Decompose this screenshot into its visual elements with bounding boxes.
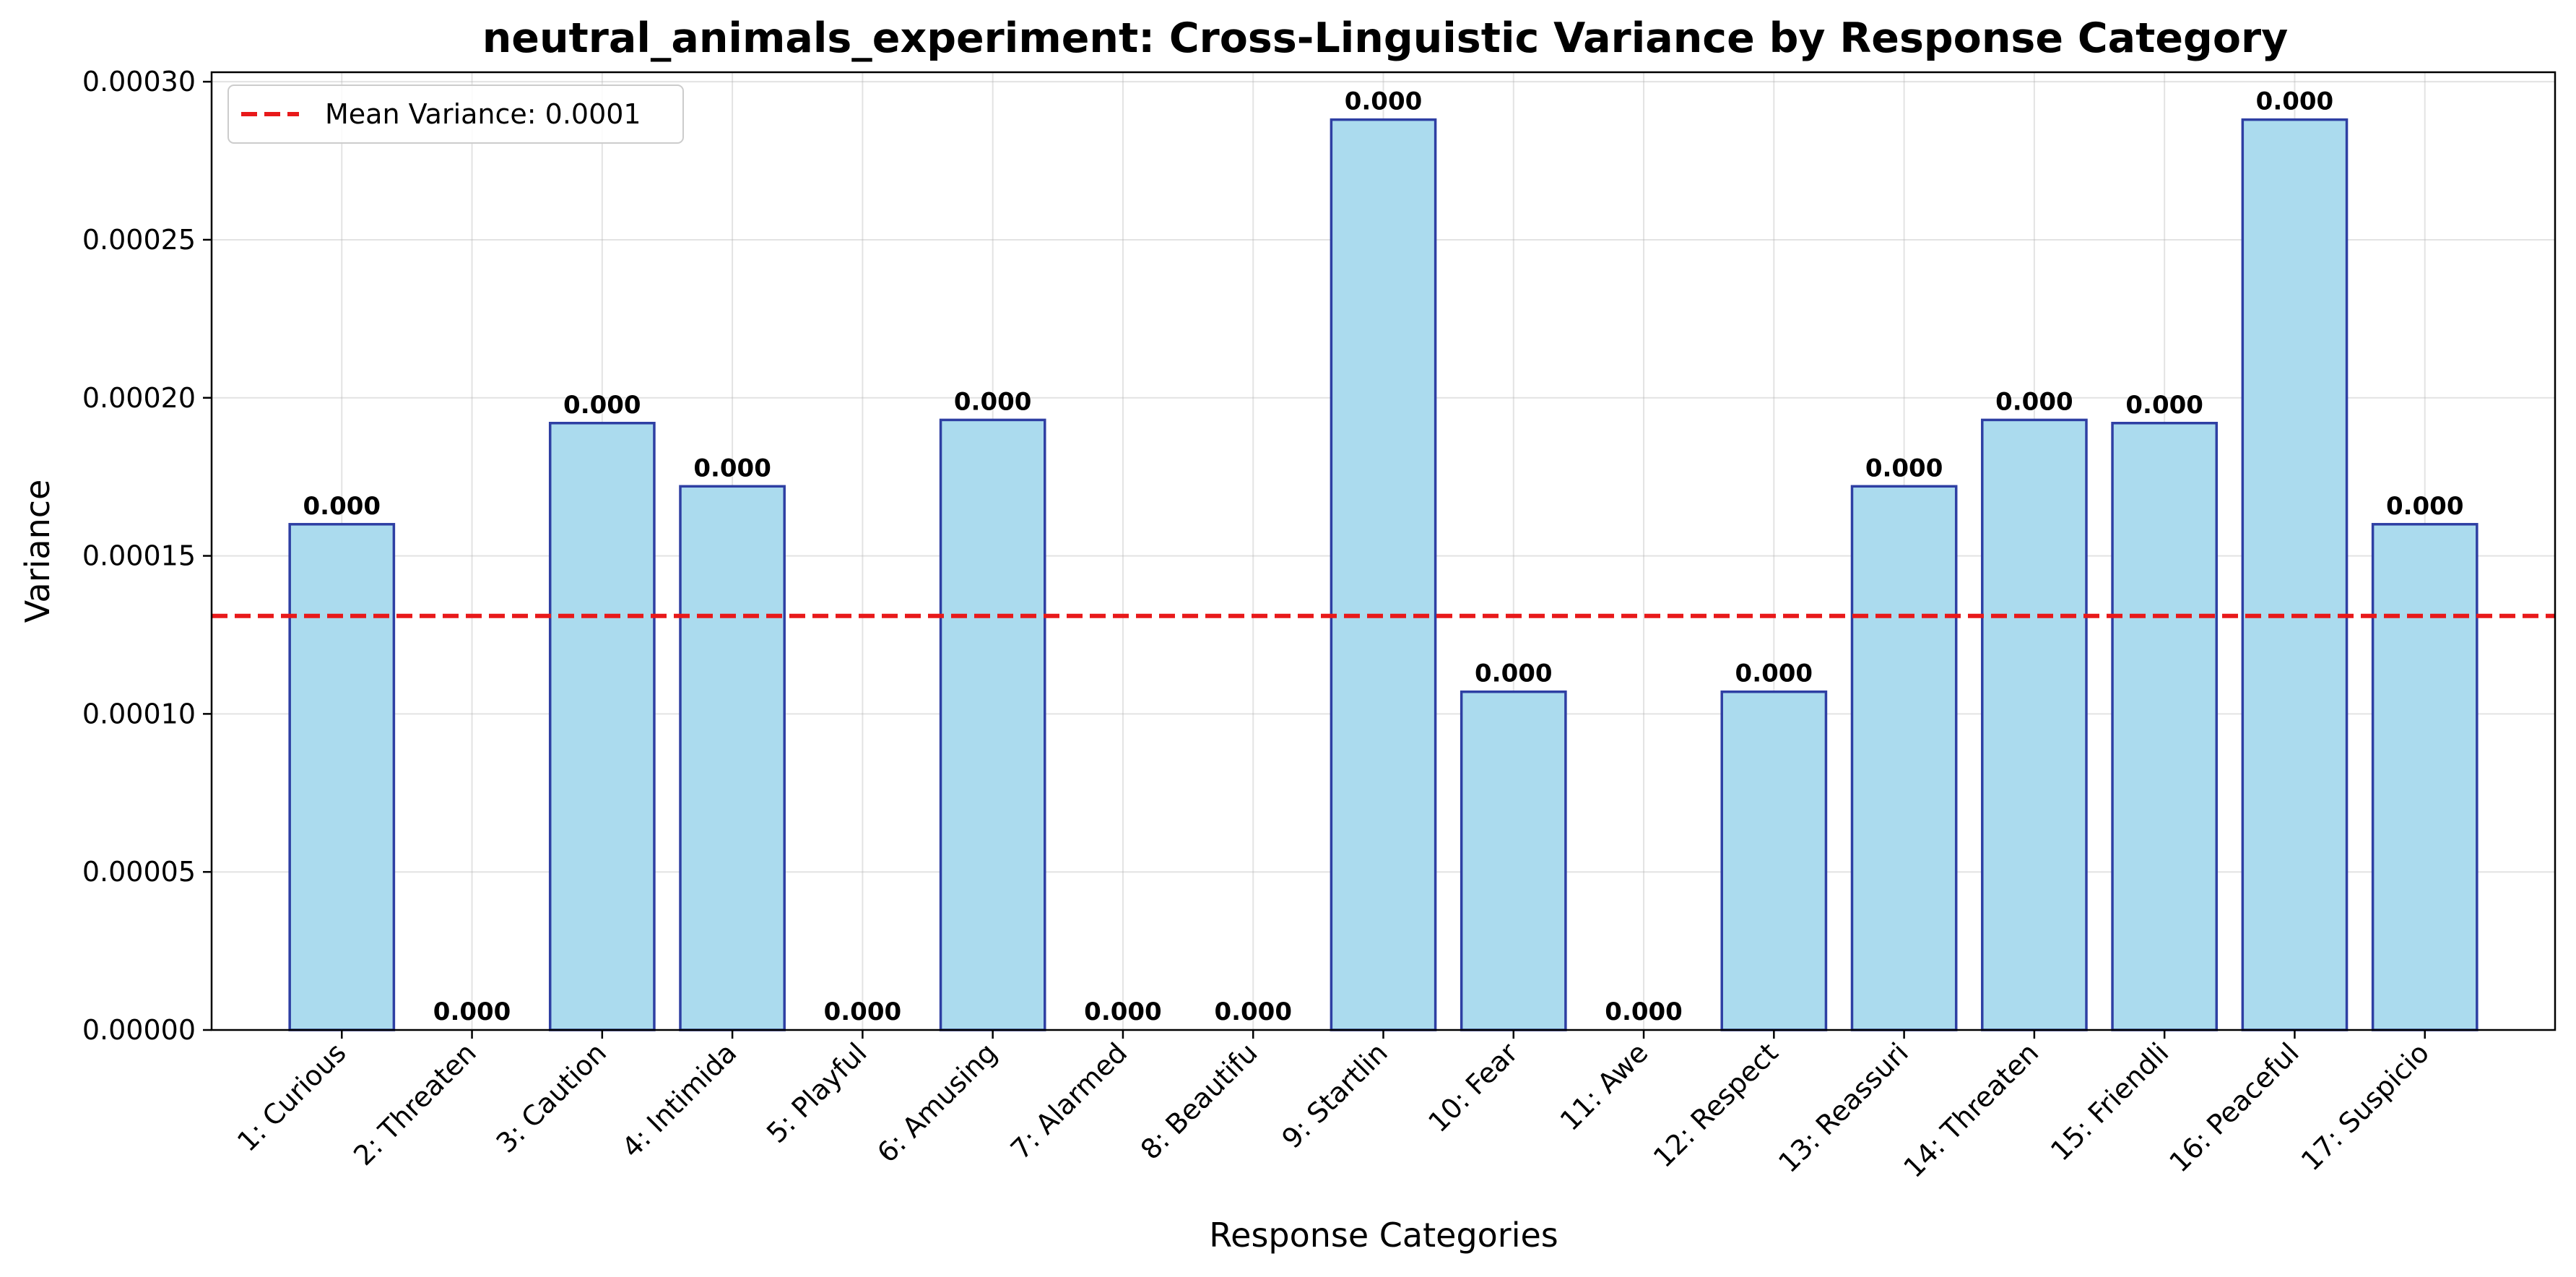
bar-value-label: 0.000: [1475, 659, 1553, 688]
bar: [2111, 422, 2219, 1031]
bar: [679, 485, 786, 1031]
bar-value-label: 0.000: [1345, 87, 1423, 116]
chart-title: neutral_animals_experiment: Cross-Lingui…: [482, 14, 2289, 62]
y-tick-label: 0.00005: [82, 856, 196, 888]
bar-value-label: 0.000: [954, 387, 1032, 416]
data-labels: 0.000 0.000 0.000 0.000 0.000 0.000 0.000 0.000…: [303, 87, 2464, 1026]
y-tick-label: 0.00010: [82, 698, 196, 730]
y-axis: 0.00000 0.00005 0.00010 0.00015 0.00020 0.000…: [82, 66, 212, 1046]
bar: [1330, 118, 1437, 1031]
bar: [1720, 690, 1828, 1031]
bar-value-label: 0.000: [2386, 492, 2464, 521]
legend: Mean Variance: 0.0001: [227, 85, 684, 144]
bar: [2241, 118, 2349, 1031]
y-tick-label: 0.00000: [82, 1014, 196, 1046]
bar: [548, 422, 656, 1031]
x-axis-label: Response Categories: [1209, 1216, 1558, 1255]
bar-value-label: 0.000: [1735, 659, 1813, 688]
bar-value-label: 0.000: [1084, 997, 1162, 1026]
bar-value-label: 0.000: [1214, 997, 1292, 1026]
bar-value-label: 0.000: [433, 997, 511, 1026]
bar: [939, 418, 1046, 1031]
bar-value-label: 0.000: [563, 391, 641, 420]
y-tick-label: 0.00015: [82, 540, 196, 572]
y-axis-label: Variance: [18, 480, 57, 623]
legend-box: [227, 85, 684, 144]
bar-value-label: 0.000: [824, 997, 902, 1026]
legend-entry-mean: Mean Variance: 0.0001: [325, 98, 641, 130]
bar-value-label: 0.000: [693, 454, 771, 482]
bar-value-label: 0.000: [2125, 391, 2203, 420]
bar-value-label: 0.000: [1605, 997, 1683, 1026]
bar-value-label: 0.000: [1995, 387, 2073, 416]
bar-value-label: 0.000: [303, 492, 381, 521]
bar: [288, 523, 396, 1031]
y-tick-label: 0.00030: [82, 66, 196, 98]
bar-value-label: 0.000: [2256, 87, 2334, 116]
bar: [1850, 485, 1958, 1031]
y-tick-label: 0.00025: [82, 224, 196, 256]
bar: [1981, 418, 2088, 1031]
y-tick-label: 0.00020: [82, 382, 196, 414]
bar: [1460, 690, 1567, 1031]
bar: [2371, 523, 2479, 1031]
bar-value-label: 0.000: [1865, 454, 1943, 482]
